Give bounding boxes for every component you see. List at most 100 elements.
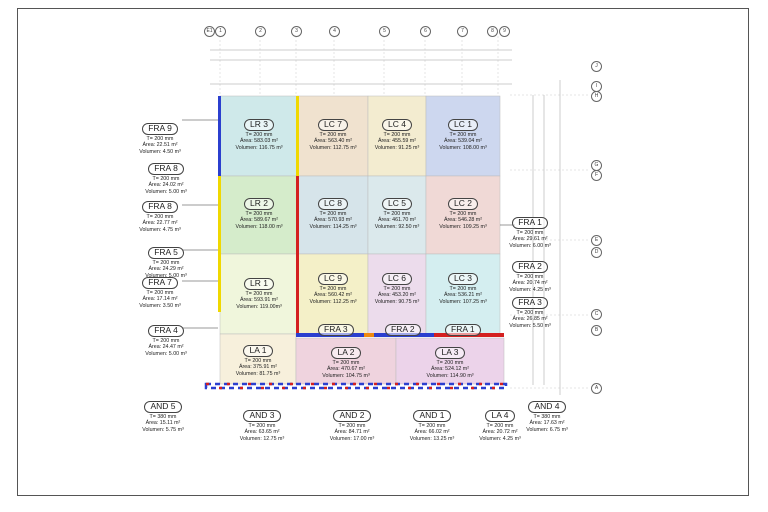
slab-lr1 (219, 253, 299, 335)
beam-blue-left (218, 96, 221, 176)
slab-name: LR 3 (244, 119, 274, 131)
side-label-name: AND 2 (333, 410, 371, 422)
side-label-line: Área: 66.02 m² (414, 429, 450, 436)
side-label-line: Volumen: 5.50 m³ (509, 322, 551, 329)
slab-label-lc5: LC 5 T= 200 mm Área: 461.70 m² Volumen: 92.… (357, 193, 437, 230)
slab-volume: Volumen: 118.00 m³ (235, 223, 283, 230)
axis-bubble-top: 8 (487, 26, 498, 37)
side-label-and2: AND 2 T= 200 mm Área: 84.71 m² Volumen: 17.… (317, 405, 387, 442)
side-label-line: Área: 22.77 m² (142, 220, 178, 227)
side-label-line: Volumen: 6.75 m³ (526, 426, 568, 433)
slab-area: Área: 593.91 m² (240, 297, 278, 304)
slab-volume: Volumen: 114.25 m³ (309, 223, 357, 230)
side-label-fra1r: FRA 1 T= 200 mm Área: 29.61 m² Volumen: 6.0… (495, 212, 565, 249)
side-label-line: Área: 22.51 m² (142, 142, 178, 149)
side-label-line: Área: 20.72 m² (482, 429, 518, 436)
side-label-name: FRA 8 (142, 201, 178, 213)
axis-bubble-top: 6 (420, 26, 431, 37)
axis-bubble-top: 5 (379, 26, 390, 37)
side-label-fra9: FRA 9 T= 200 mm Área: 22.51 m² Volumen: 4.5… (125, 118, 195, 155)
slab-area: Área: 589.67 m² (240, 217, 278, 224)
beam-yellow-mid (296, 96, 299, 176)
slab-thickness: T= 200 mm (319, 132, 347, 139)
slab-la1 (219, 333, 297, 385)
slab-area: Área: 375.91 m² (239, 364, 277, 371)
axis-bubble-top: 2 (255, 26, 266, 37)
slab-label-lc3: LC 3 T= 200 mm Área: 536.21 m² Volumen: 107… (423, 268, 503, 305)
side-label-name: FRA 5 (148, 247, 184, 259)
side-label-fra2r: FRA 2 T= 200 mm Área: 20.74 m² Volumen: 4.2… (495, 256, 565, 293)
side-label-line: T= 200 mm (146, 290, 174, 297)
slab-label-lr2: LR 2 T= 200 mm Área: 589.67 m² Volumen: 118… (219, 193, 299, 230)
slab-thickness: T= 200 mm (245, 132, 273, 139)
slab-name: LA 2 (331, 347, 361, 359)
slab-area: Área: 539.04 m² (444, 138, 482, 145)
slab-volume: Volumen: 119.00m³ (236, 303, 282, 310)
axis-bubble-top: 7 (457, 26, 468, 37)
slab-cells (219, 95, 505, 385)
slab-volume: Volumen: 112.25 m³ (309, 298, 357, 305)
side-label-line: Área: 17.63 m² (529, 420, 565, 427)
side-label-name: FRA 4 (148, 325, 184, 337)
side-label-line: T= 200 mm (248, 423, 276, 430)
slab-label-lc7: LC 7 T= 200 mm Área: 563.40 m² Volumen: 112… (293, 114, 373, 151)
side-label-la4: LA 4 T= 200 mm Área: 20.72 m² Volumen: 4.25… (465, 405, 535, 442)
side-label-line: Volumen: 5.00 m³ (145, 272, 187, 279)
slab-name: LR 2 (244, 198, 274, 210)
slab-area: Área: 560.42 m² (314, 292, 352, 299)
slab-name: LC 2 (448, 198, 478, 210)
slab-area: Área: 455.59 m² (378, 138, 416, 145)
side-label-line: Área: 24.29 m² (148, 266, 184, 273)
side-label-line: T= 200 mm (486, 423, 514, 430)
axis-bubble-top: E1 (204, 26, 215, 37)
slab-name: LC 7 (318, 119, 348, 131)
slab-thickness: T= 200 mm (383, 132, 411, 139)
slab-volume: Volumen: 92.50 m³ (374, 223, 420, 230)
slab-label-la3: LA 3 T= 200 mm Área: 524.12 m² Volumen: 114… (410, 342, 490, 379)
side-label-line: T= 200 mm (152, 338, 180, 345)
side-label-line: Área: 29.61 m² (512, 236, 548, 243)
side-label-line: Volumen: 5.00 m³ (145, 350, 187, 357)
side-label-line: T= 200 mm (152, 176, 180, 183)
side-label-line: Volumen: 13.25 m³ (409, 435, 455, 442)
slab-label-la1: LA 1 T= 200 mm Área: 375.91 m² Volumen: 81.… (218, 340, 298, 377)
beam-red-mid (296, 176, 299, 334)
beam-dashed-bottom (204, 382, 508, 390)
slab-label-lc1: LC 1 T= 200 mm Área: 539.04 m² Volumen: 108… (423, 114, 503, 151)
side-label-line: Área: 24.47 m² (148, 344, 184, 351)
slab-volume: Volumen: 108.00 m³ (439, 144, 487, 151)
side-label-name: FRA 8 (148, 163, 184, 175)
slab-name: LC 5 (382, 198, 412, 210)
slab-area: Área: 453.20 m² (378, 292, 416, 299)
axis-bubble-right: F (591, 170, 602, 181)
slab-area: Área: 583.03 m² (240, 138, 278, 145)
slab-thickness: T= 200 mm (383, 211, 411, 218)
slab-thickness: T= 200 mm (449, 286, 477, 293)
strip-label-fra1: FRA 1 (445, 319, 481, 337)
side-label-fra5: FRA 5 T= 200 mm Área: 24.29 m² Volumen: 5.0… (131, 242, 201, 279)
slab-lc5 (367, 175, 427, 255)
side-label-name: FRA 7 (142, 277, 178, 289)
strip-label-fra3: FRA 3 (318, 319, 354, 337)
slab-la2 (295, 337, 397, 385)
slab-volume: Volumen: 90.75 m³ (374, 298, 420, 305)
side-label-line: Área: 84.71 m² (334, 429, 370, 436)
axis-bubble-top: 1 (215, 26, 226, 37)
side-label-and4: AND 4 T= 380 mm Área: 17.63 m² Volumen: 6.7… (512, 396, 582, 433)
axis-bubble-right: D (591, 247, 602, 258)
slab-label-la2: LA 2 T= 200 mm Área: 470.67 m² Volumen: 104… (306, 342, 386, 379)
side-label-line: Volumen: 3.50 m³ (139, 302, 181, 309)
slab-area: Área: 536.21 m² (444, 292, 482, 299)
side-label-name: AND 3 (243, 410, 281, 422)
slab-thickness: T= 200 mm (383, 286, 411, 293)
slab-thickness: T= 200 mm (319, 211, 347, 218)
slab-name: LR 1 (244, 278, 274, 290)
side-label-line: T= 200 mm (516, 230, 544, 237)
side-label-line: T= 380 mm (149, 414, 177, 421)
strip-label-fra2: FRA 2 (385, 319, 421, 337)
side-label-line: T= 200 mm (152, 260, 180, 267)
side-label-name: FRA 3 (512, 297, 548, 309)
axis-bubble-right: B (591, 325, 602, 336)
slab-area: Área: 563.40 m² (314, 138, 352, 145)
